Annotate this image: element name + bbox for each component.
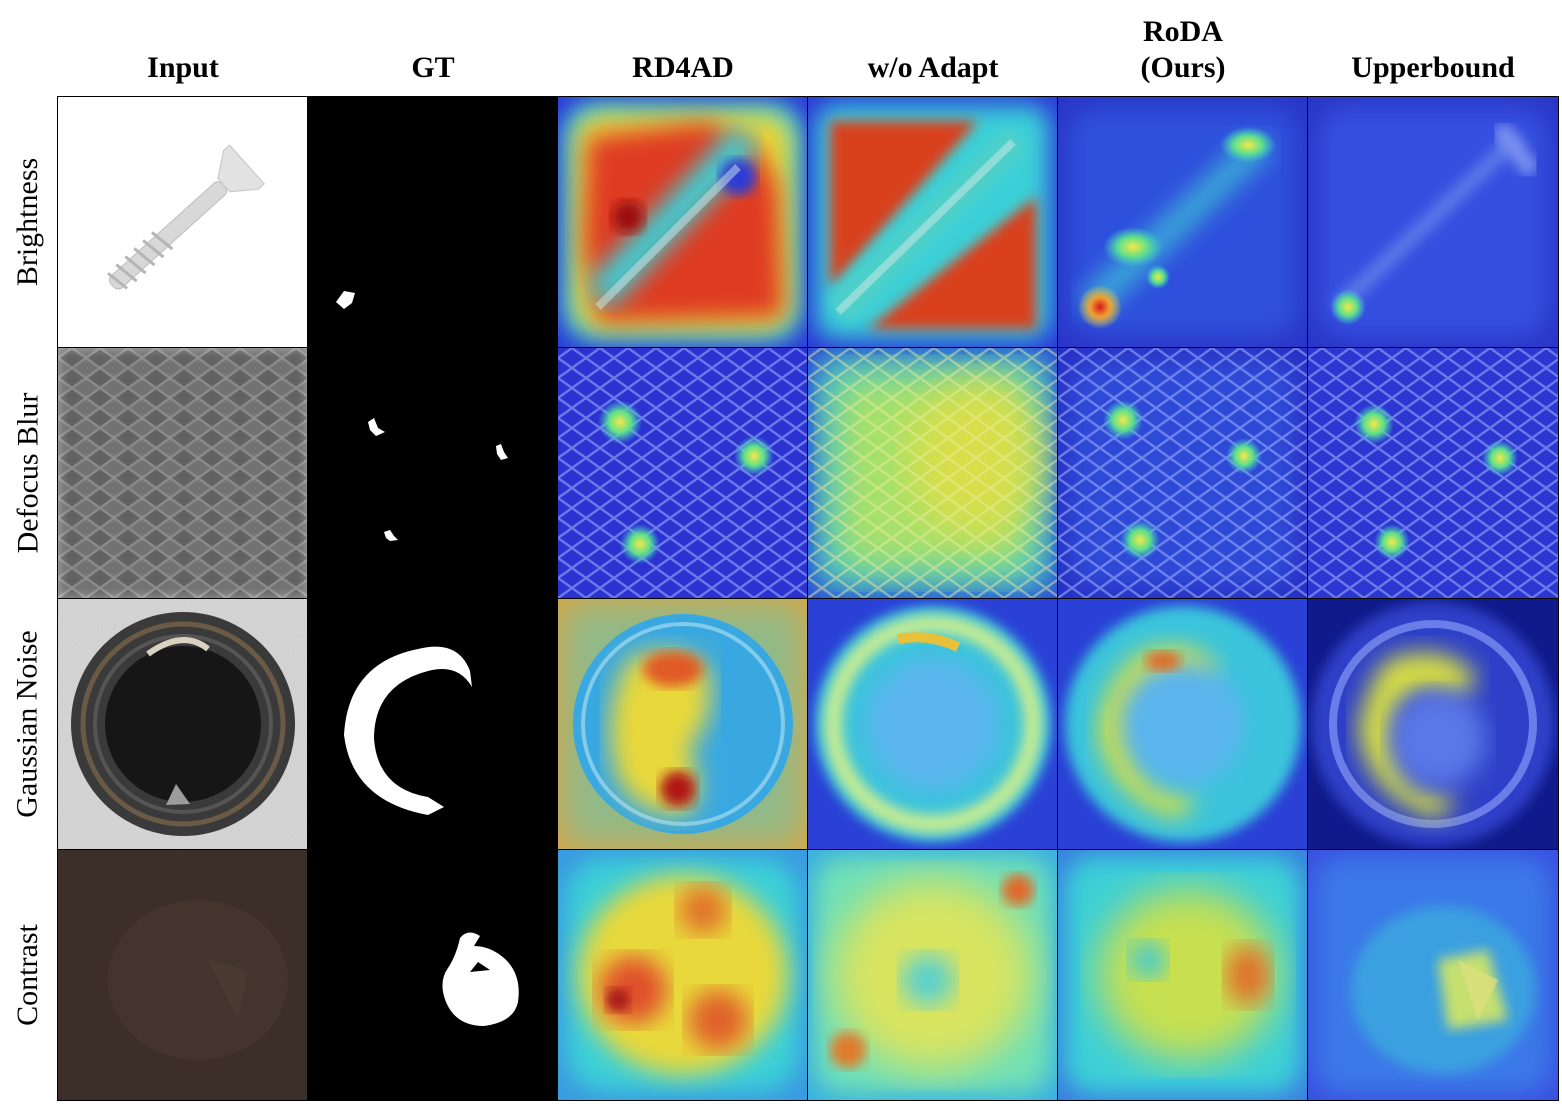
heatmap-roda-defocus [1057,347,1309,599]
heatmap-rd4ad-contrast [557,849,809,1101]
heatmap-wo-adapt-contrast [807,849,1059,1101]
row-label-brightness: Brightness [11,157,44,287]
heatmap-upperbound-defocus [1307,347,1559,599]
input-defocus-grid [57,347,309,599]
heatmap-wo-adapt-noise [807,598,1059,850]
heatmap-upperbound-noise [1307,598,1559,850]
gt-mask-defocus [307,347,559,599]
heatmap-wo-adapt-defocus [807,347,1059,599]
heatmap-roda-noise [1057,598,1309,850]
heatmap-roda-brightness [1057,96,1309,348]
heatmap-wo-adapt-brightness [807,96,1059,348]
heatmap-upperbound-contrast [1307,849,1559,1101]
heatmap-upperbound-brightness [1307,96,1559,348]
col-header-input: Input [147,51,219,84]
row-label-gaussian-noise: Gaussian Noise [11,630,45,818]
gt-mask-contrast [307,849,559,1101]
heatmap-rd4ad-defocus [557,347,809,599]
heatmap-roda-contrast [1057,849,1309,1101]
row-label-defocus-blur: Defocus Blur [11,392,45,554]
row-label-contrast: Contrast [11,924,45,1026]
input-brightness-screw [57,96,309,348]
col-header-gt: GT [411,51,455,84]
col-header-rd4ad: RD4AD [632,51,734,84]
heatmap-rd4ad-brightness [557,96,809,348]
col-header-upperbound: Upperbound [1351,51,1515,84]
col-header-roda: RoDA (Ours) [1140,15,1226,84]
heatmap-rd4ad-noise [557,598,809,850]
input-contrast-hazelnut [57,849,309,1101]
col-header-wo-adapt: w/o Adapt [867,51,999,84]
gt-mask-noise [307,598,559,850]
input-noise-bottle [57,598,309,850]
gt-mask-brightness [307,96,559,348]
